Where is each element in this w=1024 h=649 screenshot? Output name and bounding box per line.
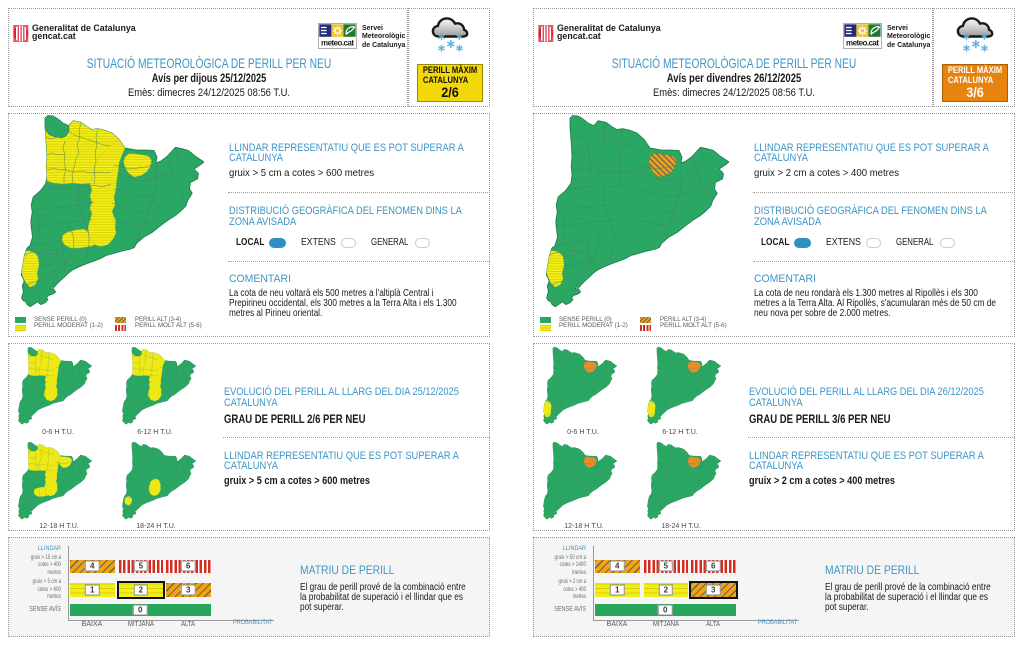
svg-text:meteo.cat: meteo.cat: [321, 39, 354, 48]
svg-text:meteo.cat: meteo.cat: [846, 39, 879, 48]
